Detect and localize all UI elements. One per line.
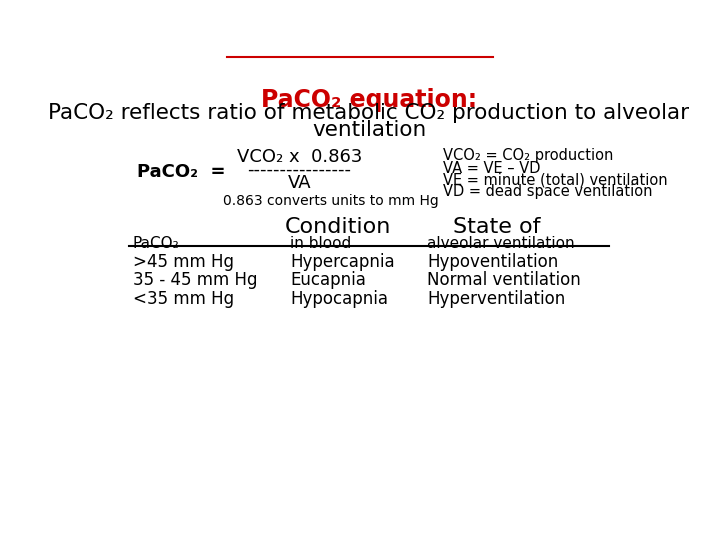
Text: >45 mm Hg: >45 mm Hg (132, 253, 233, 271)
Text: PaCO₂ reflects ratio of metabolic CO₂ production to alveolar: PaCO₂ reflects ratio of metabolic CO₂ pr… (48, 103, 690, 123)
Text: VCO₂ x  0.863: VCO₂ x 0.863 (237, 148, 362, 166)
Text: VCO₂ = CO₂ production: VCO₂ = CO₂ production (443, 148, 613, 163)
Text: PaCO₂: PaCO₂ (132, 236, 179, 251)
Text: PaCO₂ equation:: PaCO₂ equation: (261, 88, 477, 112)
Text: Hyperventilation: Hyperventilation (427, 289, 565, 308)
Text: <35 mm Hg: <35 mm Hg (132, 289, 234, 308)
Text: Hypoventilation: Hypoventilation (427, 253, 559, 271)
Text: Normal ventilation: Normal ventilation (427, 271, 581, 289)
Text: Hypercapnia: Hypercapnia (290, 253, 395, 271)
Text: 35 - 45 mm Hg: 35 - 45 mm Hg (132, 271, 257, 289)
Text: in blood: in blood (290, 236, 351, 251)
Text: ventilation: ventilation (312, 120, 426, 140)
Text: alveolar ventilation: alveolar ventilation (427, 236, 575, 251)
Text: State of: State of (453, 217, 541, 237)
Text: VD = dead space ventilation: VD = dead space ventilation (443, 184, 652, 199)
Text: Condition: Condition (285, 217, 391, 237)
Text: ----------------: ---------------- (247, 161, 351, 179)
Text: PaCO₂  =: PaCO₂ = (138, 163, 225, 180)
Text: 0.863 converts units to mm Hg: 0.863 converts units to mm Hg (223, 194, 439, 208)
Text: Hypocapnia: Hypocapnia (290, 289, 388, 308)
Text: VE = minute (total) ventilation: VE = minute (total) ventilation (443, 173, 667, 187)
Text: Eucapnia: Eucapnia (290, 271, 366, 289)
Text: VA = VE – VD: VA = VE – VD (443, 161, 540, 176)
Text: VA: VA (287, 174, 311, 192)
